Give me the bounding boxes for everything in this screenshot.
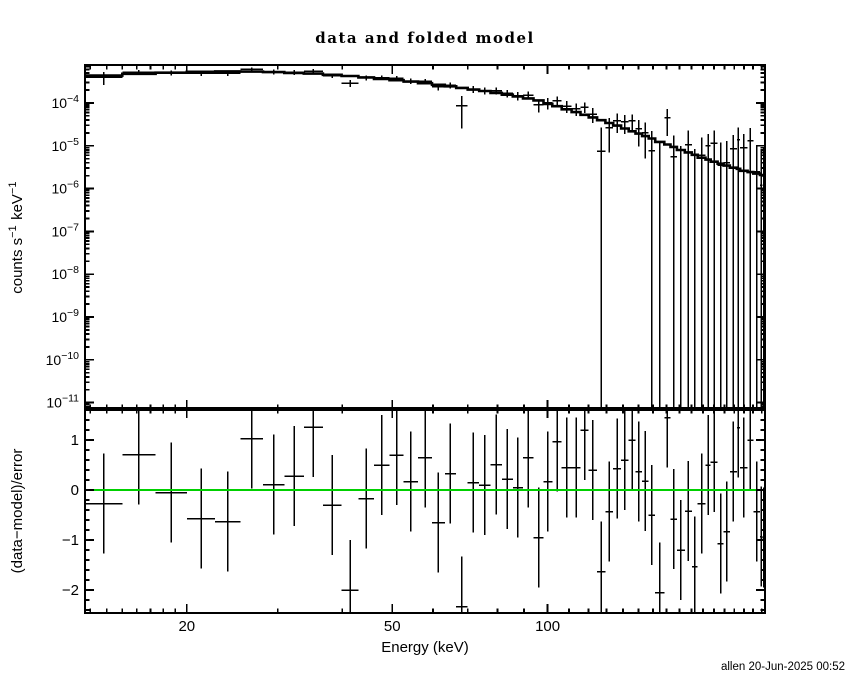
residual-y-tick-label: −1	[62, 532, 79, 549]
y-tick-label: 10−9	[51, 307, 79, 325]
spectrum-panel	[85, 65, 765, 409]
y-tick-label: 10−11	[46, 393, 79, 411]
model-line	[85, 71, 765, 175]
y-tick-label: 10−5	[51, 136, 79, 154]
y-tick-label: 10−6	[51, 179, 79, 197]
y-tick-label: 10−10	[46, 350, 80, 368]
residual-y-tick-label: 1	[71, 432, 79, 449]
y-tick-label: 10−4	[51, 93, 79, 111]
x-tick-label: 50	[384, 618, 401, 635]
axis-ticks	[85, 65, 765, 613]
x-tick-label: 100	[535, 618, 560, 635]
y-tick-label: 10−8	[51, 264, 79, 282]
footer-timestamp: allen 20-Jun-2025 00:52	[721, 661, 845, 673]
residual-y-tick-label: 0	[71, 482, 79, 499]
model-histogram	[85, 71, 765, 175]
y-axis-label-counts: counts s−1 keV−1	[7, 180, 26, 294]
axis-tick-labels: 205010010−410−510−610−710−810−910−1010−1…	[46, 93, 561, 635]
plot-title: data and folded model	[315, 29, 534, 47]
residual-y-tick-label: −2	[62, 582, 79, 599]
y-axis-label-residuals: (data−model)/error	[9, 449, 26, 574]
residual-data-points	[85, 409, 765, 613]
plot-frame	[85, 65, 765, 613]
spectrum-data-points	[85, 67, 765, 409]
x-tick-label: 20	[178, 618, 195, 635]
xspec-plot: data and folded model 205010010−410−510−…	[0, 0, 850, 680]
x-axis-label: Energy (keV)	[381, 639, 469, 656]
y-tick-label: 10−7	[51, 221, 79, 239]
